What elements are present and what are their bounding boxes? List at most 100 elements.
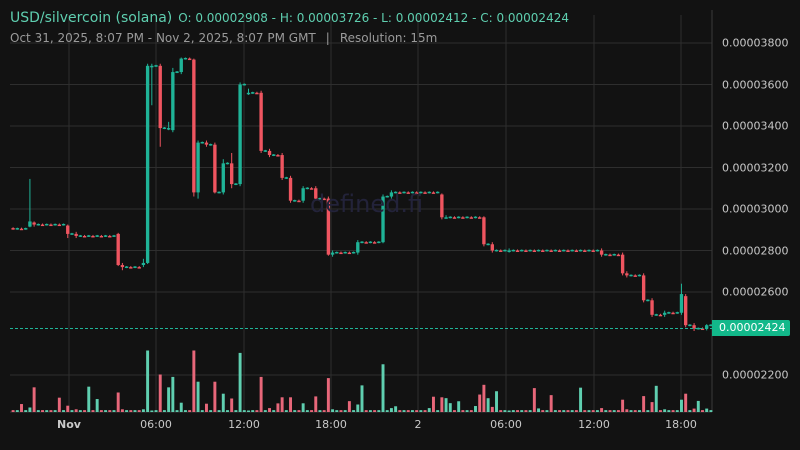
candle[interactable] <box>696 327 700 330</box>
candle[interactable] <box>646 299 650 302</box>
candle[interactable] <box>183 57 188 60</box>
candle[interactable] <box>402 191 406 194</box>
candle[interactable] <box>683 294 688 328</box>
candle[interactable] <box>499 249 503 252</box>
candle[interactable] <box>322 197 326 201</box>
candle[interactable] <box>574 249 579 252</box>
candle[interactable] <box>213 142 217 194</box>
candle[interactable] <box>36 223 41 226</box>
candle[interactable] <box>457 216 461 219</box>
candle[interactable] <box>650 298 654 317</box>
candle[interactable] <box>175 71 179 74</box>
candle[interactable] <box>347 251 352 255</box>
candle[interactable] <box>633 274 637 277</box>
candle[interactable] <box>45 223 49 226</box>
candle[interactable] <box>91 234 95 238</box>
candle[interactable] <box>251 91 255 94</box>
candle[interactable] <box>578 249 583 252</box>
candle[interactable] <box>515 249 520 252</box>
candle[interactable] <box>61 223 66 226</box>
candle[interactable] <box>356 240 360 255</box>
candle[interactable] <box>465 216 469 219</box>
candle[interactable] <box>532 249 537 252</box>
candle[interactable] <box>49 223 53 227</box>
candle[interactable] <box>171 67 175 133</box>
candle[interactable] <box>293 199 297 202</box>
candle[interactable] <box>591 249 595 252</box>
candle[interactable] <box>364 241 368 244</box>
candle[interactable] <box>200 141 204 144</box>
candle[interactable] <box>431 191 436 194</box>
candle[interactable] <box>280 152 284 180</box>
candle[interactable] <box>511 249 516 252</box>
candle[interactable] <box>276 154 280 157</box>
candle[interactable] <box>74 231 78 239</box>
candle[interactable] <box>414 191 419 194</box>
candle[interactable] <box>196 140 200 199</box>
candle[interactable] <box>658 313 663 317</box>
candle[interactable] <box>637 274 642 277</box>
candle[interactable] <box>587 249 591 252</box>
candle[interactable] <box>549 249 553 252</box>
candle[interactable] <box>335 251 339 254</box>
candle[interactable] <box>208 143 213 146</box>
candle[interactable] <box>120 262 125 271</box>
candle[interactable] <box>528 249 532 252</box>
candle[interactable] <box>444 215 448 219</box>
candle[interactable] <box>221 159 225 195</box>
candle[interactable] <box>108 234 112 238</box>
candle[interactable] <box>225 162 230 165</box>
candle[interactable] <box>490 242 494 253</box>
candle[interactable] <box>389 190 394 199</box>
candle[interactable] <box>667 311 671 314</box>
candle[interactable] <box>541 249 545 252</box>
candle[interactable] <box>423 191 427 194</box>
candle[interactable] <box>557 249 562 252</box>
candle[interactable] <box>419 191 423 194</box>
candle[interactable] <box>524 249 528 252</box>
candle[interactable] <box>53 223 57 226</box>
candle[interactable] <box>246 88 251 95</box>
candle[interactable] <box>452 216 457 219</box>
candle[interactable] <box>179 57 183 75</box>
candle[interactable] <box>57 223 62 227</box>
candle[interactable] <box>545 249 549 252</box>
candle[interactable] <box>326 196 331 256</box>
candle[interactable] <box>398 191 402 194</box>
candle[interactable] <box>309 187 314 190</box>
candle[interactable] <box>461 216 465 219</box>
candle[interactable] <box>11 227 15 230</box>
candle[interactable] <box>187 57 192 61</box>
candle[interactable] <box>192 58 196 197</box>
candle[interactable] <box>595 249 600 252</box>
candle[interactable] <box>154 64 158 67</box>
candle[interactable] <box>230 152 234 189</box>
candle[interactable] <box>566 249 570 252</box>
candle[interactable] <box>372 241 377 244</box>
candle[interactable] <box>103 234 108 238</box>
candle[interactable] <box>15 227 19 230</box>
candle[interactable] <box>612 253 616 256</box>
candle[interactable] <box>570 249 574 252</box>
candle[interactable] <box>709 324 713 327</box>
candle[interactable] <box>112 234 116 238</box>
candle[interactable] <box>553 249 558 252</box>
candle[interactable] <box>28 178 32 228</box>
candle[interactable] <box>343 251 347 254</box>
candle[interactable] <box>427 191 431 194</box>
candle[interactable] <box>679 283 684 315</box>
candle[interactable] <box>124 266 129 269</box>
candle[interactable] <box>599 248 604 257</box>
candle[interactable] <box>24 227 28 230</box>
candle[interactable] <box>448 216 452 219</box>
candle[interactable] <box>520 249 524 252</box>
candle[interactable] <box>116 232 120 267</box>
candle[interactable] <box>469 216 473 219</box>
candle[interactable] <box>692 323 696 332</box>
candle[interactable] <box>583 249 587 252</box>
candle[interactable] <box>616 253 621 257</box>
candle[interactable] <box>629 274 633 277</box>
candle[interactable] <box>19 227 24 231</box>
candle[interactable] <box>393 191 398 194</box>
candle[interactable] <box>217 191 221 194</box>
